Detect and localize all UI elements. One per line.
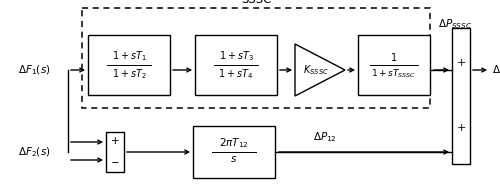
Text: $1+sT_{SSSC}$: $1+sT_{SSSC}$ bbox=[372, 67, 416, 80]
Text: $1$: $1$ bbox=[390, 51, 398, 63]
Polygon shape bbox=[295, 44, 345, 96]
Text: $\Delta P_{SSSC}$: $\Delta P_{SSSC}$ bbox=[438, 17, 472, 31]
Text: $1+sT_2$: $1+sT_2$ bbox=[112, 67, 146, 81]
Text: $\Delta F_1(s)$: $\Delta F_1(s)$ bbox=[18, 63, 50, 77]
Text: $1+sT_4$: $1+sT_4$ bbox=[218, 67, 254, 81]
Text: $\Delta F_2(s)$: $\Delta F_2(s)$ bbox=[18, 145, 50, 159]
Text: +: + bbox=[456, 58, 466, 68]
Text: $\Delta P_{12}$: $\Delta P_{12}$ bbox=[313, 130, 337, 144]
Text: $1+sT_1$: $1+sT_1$ bbox=[112, 49, 146, 63]
Text: $2\pi T_{12}$: $2\pi T_{12}$ bbox=[219, 136, 249, 150]
Bar bbox=[195, 35, 277, 95]
Text: $s$: $s$ bbox=[230, 154, 237, 164]
Bar bbox=[358, 35, 430, 95]
Text: $1+sT_3$: $1+sT_3$ bbox=[218, 49, 254, 63]
Text: $K_{SSSC}$: $K_{SSSC}$ bbox=[303, 63, 329, 77]
Text: $-$: $-$ bbox=[110, 156, 120, 166]
Text: SSSC: SSSC bbox=[241, 0, 271, 6]
Text: +: + bbox=[110, 136, 120, 146]
Text: $\Delta P_{tie}$: $\Delta P_{tie}$ bbox=[492, 63, 500, 77]
Bar bbox=[106, 132, 124, 172]
Bar bbox=[452, 28, 470, 164]
Text: +: + bbox=[456, 123, 466, 133]
Bar bbox=[88, 35, 170, 95]
Bar bbox=[82, 8, 430, 108]
Bar bbox=[193, 126, 275, 178]
